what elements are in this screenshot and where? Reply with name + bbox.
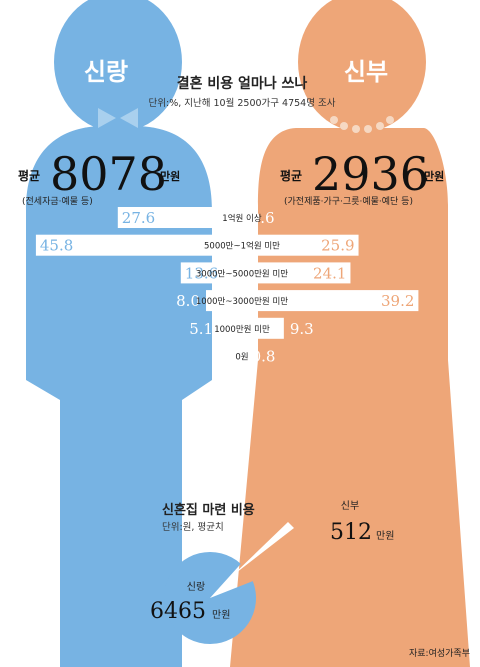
groom-avg-prefix: 평균 xyxy=(18,169,40,183)
pie-title: 신혼집 마련 비용 xyxy=(162,502,255,518)
groom-value-label: 8.0 xyxy=(176,292,200,310)
bride-avg-unit: 만원 xyxy=(424,169,444,183)
category-label: 1000만원 미만 xyxy=(214,325,270,335)
pie-label-bride: 신부 xyxy=(341,500,359,512)
category-label: 3000만~5000만원 미만 xyxy=(196,269,288,279)
groom-head xyxy=(54,0,182,132)
bride-avg-prefix: 평균 xyxy=(280,169,302,183)
bride-value-label: 25.9 xyxy=(321,237,354,255)
groom-value-label: 27.6 xyxy=(122,209,155,227)
bride-head xyxy=(298,0,426,132)
groom-bar xyxy=(35,234,243,256)
bride-value-label: 0.8 xyxy=(252,348,276,366)
bride-value-label: 39.2 xyxy=(381,292,414,310)
bride-avg-value: 2936 xyxy=(312,147,429,201)
category-label: 0원 xyxy=(235,353,248,363)
category-label: 1000만~3000만원 미만 xyxy=(196,297,288,307)
pie-unit-bride: 만원 xyxy=(376,530,394,542)
groom-value-label: 5.1 xyxy=(189,320,213,338)
category-label: 5000만~1억원 미만 xyxy=(204,241,280,252)
pie-connector xyxy=(232,522,294,576)
bride-bar xyxy=(242,234,359,256)
groom-avg-value: 8078 xyxy=(50,147,167,201)
bride-bar xyxy=(242,290,419,312)
groom-avg-note: (전세자금·예물 등) xyxy=(22,196,93,207)
bride-value-label: 0.6 xyxy=(251,209,275,227)
bride-bar xyxy=(242,345,246,367)
groom-bar xyxy=(206,290,242,312)
groom-value-label: 45.8 xyxy=(40,237,73,255)
bride-bar xyxy=(242,317,284,339)
bowtie-icon xyxy=(98,108,138,128)
bride-value-label: 9.3 xyxy=(290,320,314,338)
pie-value-groom: 6465 xyxy=(150,599,206,624)
pie-slice-groom xyxy=(163,551,256,644)
groom-value-label: 13.6 xyxy=(185,264,218,282)
bride-label: 신부 xyxy=(344,58,388,86)
pie-subtitle: 단위:원, 평균치 xyxy=(162,521,224,533)
pie-label-groom: 신랑 xyxy=(187,581,205,593)
groom-torso xyxy=(26,126,212,667)
groom-value-label: 0 xyxy=(226,348,236,366)
bride-bar xyxy=(242,262,351,284)
source-note: 자료:여성가족부 xyxy=(409,647,470,659)
groom-figure xyxy=(26,0,212,667)
chart-subtitle: 단위:%, 지난해 10월 2500가구 4754명 조사 xyxy=(149,97,336,109)
pie-unit-groom: 만원 xyxy=(212,609,230,621)
groom-bar xyxy=(180,262,242,284)
chart-title: 결혼 비용 얼마나 쓰나 xyxy=(177,75,308,92)
groom-bar xyxy=(219,317,242,339)
groom-avg-unit: 만원 xyxy=(160,169,180,183)
bride-avg-note: (가전제품·가구·그릇·예물·예단 등) xyxy=(284,196,413,207)
pie-value-bride: 512 xyxy=(330,520,372,545)
groom-bar xyxy=(117,207,242,228)
bride-bar xyxy=(242,207,245,228)
necklace-icon xyxy=(330,116,394,133)
pie-slice-bride xyxy=(296,473,344,512)
bride-value-label: 24.1 xyxy=(313,264,346,282)
groom-label: 신랑 xyxy=(84,58,128,86)
category-label: 1억원 이상 xyxy=(222,213,262,224)
pie-chart: 신랑 6465 만원 신부 512 만원 xyxy=(150,473,394,644)
